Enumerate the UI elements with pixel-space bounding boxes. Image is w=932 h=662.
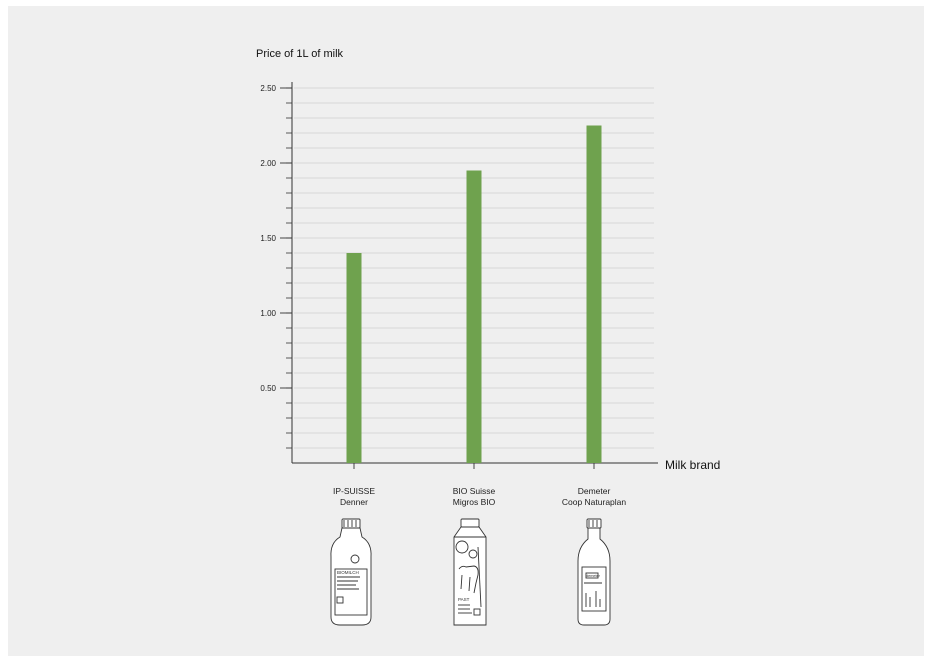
chart-frame: Price of 1L of milk 0.50 1.00 1.50 2.00 2.50… bbox=[8, 6, 924, 656]
x-tick-label: BIO Suisse Migros BIO bbox=[452, 486, 496, 507]
chart-title: Price of 1L of milk bbox=[256, 48, 344, 60]
y-tick-label: 0.50 bbox=[260, 384, 276, 393]
bars bbox=[346, 125, 602, 463]
x-axis-label: Milk brand bbox=[665, 458, 720, 472]
y-tick-label: 1.00 bbox=[260, 309, 276, 318]
bottle-label-text: BIOMILCH bbox=[337, 570, 359, 575]
bar bbox=[466, 170, 482, 463]
bar bbox=[586, 125, 602, 463]
milk-carton-icon: PAST bbox=[453, 518, 487, 626]
y-tick-label: 1.50 bbox=[260, 234, 276, 243]
y-tick-label: 2.00 bbox=[260, 159, 276, 168]
glass-milk-bottle-icon: demeter bbox=[577, 518, 611, 626]
carton-label-text: PAST bbox=[458, 597, 470, 602]
x-tick-label: IP-SUISSE Denner bbox=[332, 486, 376, 507]
y-tick-label: 2.50 bbox=[260, 84, 276, 93]
plastic-milk-bottle-icon: BIOMILCH bbox=[330, 518, 372, 626]
x-tick-label: Demeter Coop Naturaplan bbox=[561, 486, 627, 507]
glass-bottle-label-text: demeter bbox=[586, 574, 601, 578]
x-axis bbox=[292, 462, 658, 469]
bar-chart: Price of 1L of milk 0.50 1.00 1.50 2.00 2.50… bbox=[256, 48, 720, 472]
bar bbox=[346, 253, 362, 463]
y-axis: 0.50 1.00 1.50 2.00 2.50 bbox=[260, 82, 293, 463]
